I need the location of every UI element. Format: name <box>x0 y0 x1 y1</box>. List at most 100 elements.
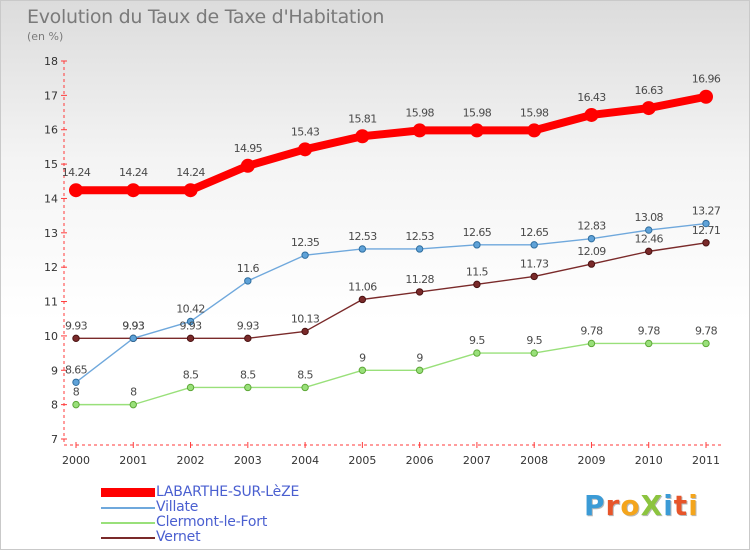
data-label-labarthe: 14.24 <box>119 166 148 179</box>
x-tick-label: 2002 <box>177 454 205 467</box>
data-label-clermont: 8 <box>130 386 137 399</box>
x-tick-label: 2007 <box>463 454 491 467</box>
x-tick-label: 2004 <box>291 454 319 467</box>
data-point-labarthe <box>69 183 83 198</box>
x-tick-label: 2006 <box>406 454 434 467</box>
legend-item-villate: Villate <box>101 500 299 515</box>
logo-letter: i <box>688 489 699 522</box>
data-labels-layer: 14.24 14.24 14.24 14.95 15.43 15.81 15.98 15.98… <box>62 73 722 399</box>
y-tick-label: 16 <box>44 124 58 137</box>
data-point-labarthe <box>699 89 713 104</box>
data-label-vernet: 9.93 <box>237 319 260 332</box>
data-point-clermont <box>301 383 309 392</box>
legend-item-clermont: Clermont-le-Fort <box>101 515 299 530</box>
data-point-labarthe <box>298 142 313 157</box>
y-tick-label: 17 <box>44 89 58 102</box>
x-tick-label: 2008 <box>520 454 548 467</box>
legend-label: Vernet <box>156 529 201 545</box>
data-label-villate: 12.53 <box>405 230 434 243</box>
y-tick-label: 15 <box>44 158 58 171</box>
data-point-clermont <box>129 400 137 409</box>
chart-axes: 7 8 9 10 11 12 13 14 15 16 17 18 2000 2001 2002 2003 200… <box>44 55 723 467</box>
legend-swatch <box>101 506 155 509</box>
logo-letter: i <box>663 489 674 522</box>
data-label-labarthe: 15.43 <box>291 125 320 138</box>
data-point-vernet <box>72 334 80 343</box>
data-point-villate <box>244 277 252 285</box>
x-tick-label: 2009 <box>577 454 605 467</box>
data-point-labarthe <box>126 183 141 198</box>
data-label-clermont: 9 <box>416 351 423 364</box>
data-point-clermont <box>415 366 424 374</box>
data-label-vernet: 11.06 <box>348 280 377 293</box>
data-point-villate <box>587 234 596 243</box>
legend: LABARTHE-SUR-LèZE Villate Clermont-le-Fort… <box>101 485 299 545</box>
x-tick-label: 2005 <box>348 454 376 467</box>
logo-letter: P <box>584 489 606 522</box>
legend-item-labarthe: LABARTHE-SUR-LèZE <box>101 485 299 500</box>
data-point-vernet <box>530 272 538 281</box>
data-label-labarthe: 14.24 <box>62 166 91 179</box>
data-label-villate: 8.65 <box>65 363 88 376</box>
data-label-labarthe: 16.43 <box>577 91 606 104</box>
y-tick-label: 8 <box>51 399 58 412</box>
x-tick-label: 2001 <box>119 454 147 467</box>
y-tick-label: 18 <box>44 55 58 68</box>
data-label-labarthe: 15.98 <box>405 106 434 119</box>
data-label-labarthe: 15.98 <box>463 106 492 119</box>
data-point-labarthe <box>183 183 198 198</box>
data-label-clermont: 8.5 <box>240 368 256 381</box>
series-layer <box>69 89 713 409</box>
data-point-clermont <box>72 400 80 409</box>
data-label-villate: 12.65 <box>520 226 549 239</box>
data-label-clermont: 9 <box>359 351 366 364</box>
data-point-clermont <box>358 366 367 374</box>
legend-swatch <box>101 536 155 539</box>
legend-label: Villate <box>156 499 199 515</box>
data-label-labarthe: 15.98 <box>520 106 549 119</box>
data-point-villate <box>129 334 137 343</box>
data-point-labarthe <box>584 107 599 122</box>
data-label-villate: 12.65 <box>463 226 492 239</box>
data-point-labarthe <box>412 123 427 138</box>
data-label-villate: 9.93 <box>122 319 145 332</box>
data-point-vernet <box>702 239 710 247</box>
data-label-clermont: 9.5 <box>469 334 485 347</box>
data-label-villate: 12.53 <box>348 230 377 243</box>
data-label-clermont: 8.5 <box>183 368 199 381</box>
legend-swatch <box>101 521 155 524</box>
data-label-villate: 11.6 <box>237 262 260 275</box>
data-label-villate: 10.42 <box>176 302 205 315</box>
y-tick-label: 14 <box>44 192 58 205</box>
series-line-labarthe <box>72 92 710 195</box>
data-point-vernet <box>358 295 367 304</box>
data-label-labarthe: 16.96 <box>692 73 721 86</box>
legend-label: LABARTHE-SUR-LèZE <box>156 484 300 500</box>
data-point-labarthe <box>355 129 370 144</box>
chart-title: Evolution du Taux de Taxe d'Habitation <box>27 6 385 28</box>
x-tick-label: 2000 <box>62 454 90 467</box>
data-label-vernet: 9.93 <box>179 319 202 332</box>
data-label-labarthe: 15.81 <box>348 112 377 125</box>
proxiti-logo: ProXiti <box>584 489 699 522</box>
data-point-clermont <box>587 339 596 348</box>
data-point-villate <box>358 245 367 253</box>
series-line-vernet <box>75 242 707 340</box>
data-label-labarthe: 16.63 <box>634 84 663 97</box>
data-point-clermont <box>702 339 710 348</box>
data-point-villate <box>72 378 80 386</box>
data-point-villate <box>530 241 538 249</box>
data-label-clermont: 9.78 <box>580 324 603 337</box>
legend-swatch <box>101 488 155 497</box>
data-point-vernet <box>415 288 424 296</box>
data-point-vernet <box>645 247 653 256</box>
data-label-vernet: 10.13 <box>291 312 320 325</box>
y-tick-label: 13 <box>44 227 58 240</box>
data-label-vernet: 12.46 <box>634 232 663 245</box>
data-label-vernet: 11.73 <box>520 257 549 270</box>
logo-letter: X <box>640 489 664 522</box>
data-point-vernet <box>244 334 252 343</box>
series-line-clermont <box>75 342 707 406</box>
